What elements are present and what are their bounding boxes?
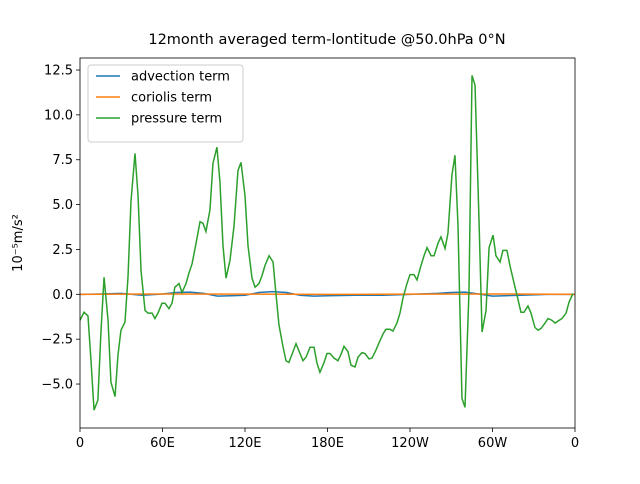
x-tick-label: 60W — [478, 436, 508, 451]
x-tick-label: 0 — [571, 436, 579, 451]
y-tick-label: 5.0 — [52, 198, 73, 213]
y-tick-label: −2.5 — [41, 333, 73, 348]
x-tick-label: 120E — [228, 436, 261, 451]
legend-label: coriolis term — [131, 91, 212, 106]
x-tick-label: 120W — [391, 436, 429, 451]
legend-label: pressure term — [131, 112, 222, 127]
x-tick-label: 0 — [76, 436, 84, 451]
y-tick-label: −5.0 — [41, 378, 73, 393]
x-tick-label: 180E — [311, 436, 344, 451]
chart-title: 12month averaged term-lontitude @50.0hPa… — [148, 32, 505, 48]
y-tick-label: 12.5 — [44, 64, 73, 79]
legend-label: advection term — [131, 70, 230, 85]
y-tick-label: 7.5 — [52, 153, 73, 168]
y-tick-label: 2.5 — [52, 243, 73, 258]
x-tick-label: 60E — [150, 436, 175, 451]
y-axis-label: 10⁻⁵m/s² — [11, 214, 26, 272]
y-tick-label: 0.0 — [52, 288, 73, 303]
y-tick-label: 10.0 — [44, 108, 73, 123]
